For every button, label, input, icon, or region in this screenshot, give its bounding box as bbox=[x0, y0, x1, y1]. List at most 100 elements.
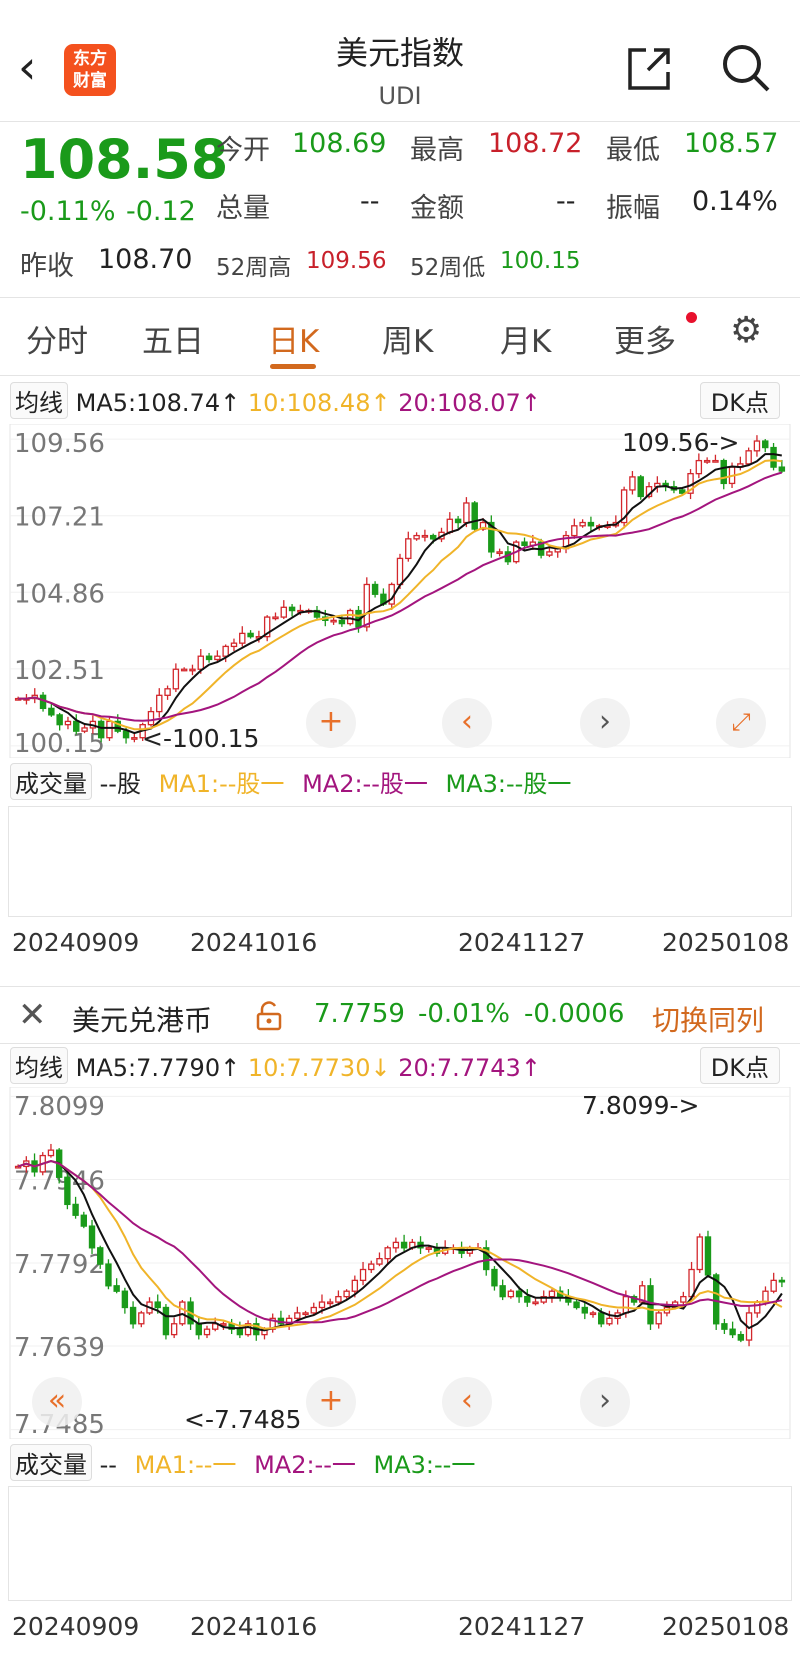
candle-body bbox=[131, 737, 138, 740]
candle-body bbox=[471, 502, 478, 530]
tab-daily-k[interactable]: 日K bbox=[268, 324, 320, 360]
volume-select[interactable]: 成交量 bbox=[10, 763, 92, 800]
volume-select[interactable]: 成交量 bbox=[10, 1444, 92, 1481]
candle-body bbox=[113, 1285, 120, 1292]
w52-low-value: 100.15 bbox=[500, 248, 581, 274]
y-tick-label: 7.7639 bbox=[14, 1333, 105, 1363]
min-annotation: <-100.15 bbox=[142, 724, 260, 753]
last-price: 108.58 bbox=[20, 128, 229, 191]
scroll-right-button[interactable]: › bbox=[580, 698, 630, 748]
compare-title: 美元兑港币 bbox=[72, 1004, 213, 1037]
high-value: 108.72 bbox=[488, 128, 583, 159]
candle-body bbox=[220, 1323, 227, 1326]
ma10-value: 10:108.48↑ bbox=[247, 389, 391, 417]
ma-legend-1: 均线 MA5:108.74↑ 10:108.48↑ 20:108.07↑ DK点 bbox=[10, 382, 790, 420]
candle-body bbox=[14, 1165, 22, 1169]
w52-low-label: 52周低 bbox=[410, 255, 486, 281]
amplitude-label: 振幅 bbox=[606, 193, 660, 224]
candle-body bbox=[302, 1312, 309, 1316]
candle-body bbox=[88, 1225, 96, 1249]
fullscreen-button[interactable]: ⤢ bbox=[716, 698, 766, 748]
candle-body bbox=[515, 1290, 523, 1298]
candle-body bbox=[587, 521, 595, 527]
tab-intraday[interactable]: 分时 bbox=[26, 324, 88, 360]
chart1-overlay: 109.56-> <-100.15 + ‹ › ⤢ bbox=[0, 424, 800, 758]
dk-button[interactable]: DK点 bbox=[699, 382, 780, 419]
volume-value: --股 bbox=[99, 770, 141, 798]
candle-body bbox=[203, 1328, 211, 1336]
ma-select[interactable]: 均线 bbox=[10, 1047, 68, 1084]
y-tick-label: 104.86 bbox=[14, 579, 105, 609]
date-label: 20241127 bbox=[458, 1612, 586, 1641]
kline-chart-usd-index[interactable]: 109.56 107.21 104.86 102.51 100.15 bbox=[0, 424, 800, 758]
tab-monthly-k[interactable]: 月K bbox=[500, 324, 552, 360]
tab-weekly-k[interactable]: 周K bbox=[382, 324, 434, 360]
share-icon[interactable] bbox=[626, 46, 672, 92]
candle-body bbox=[581, 1306, 588, 1314]
scroll-left-button[interactable]: ‹ bbox=[442, 1377, 492, 1427]
candle-body bbox=[589, 1312, 597, 1316]
candle-body bbox=[154, 1301, 161, 1309]
period-tabs: 分时 五日 日K 周K 月K 更多 ⚙ bbox=[0, 298, 800, 376]
candle-body bbox=[737, 1333, 745, 1341]
scroll-left-button[interactable]: ‹ bbox=[442, 698, 492, 748]
gear-icon[interactable]: ⚙ bbox=[730, 310, 763, 351]
search-icon[interactable] bbox=[720, 42, 772, 94]
close-icon[interactable]: ✕ bbox=[18, 995, 47, 1035]
vol-ma2: MA2:--一 bbox=[254, 1451, 356, 1479]
candle-body bbox=[180, 668, 188, 672]
candle-body bbox=[521, 541, 528, 547]
volume-value: -- bbox=[99, 1451, 117, 1479]
candle-body bbox=[703, 459, 711, 463]
dk-button[interactable]: DK点 bbox=[699, 1047, 780, 1084]
switch-button[interactable]: 切换同列 bbox=[652, 1004, 765, 1037]
y-tick-label: 100.15 bbox=[14, 729, 105, 758]
date-label: 20241127 bbox=[458, 928, 586, 957]
candle-body bbox=[454, 518, 462, 524]
open-value: 108.69 bbox=[292, 128, 387, 159]
candle-body bbox=[236, 1328, 244, 1336]
scroll-start-button[interactable]: « bbox=[32, 1377, 82, 1427]
min-annotation: <-7.7485 bbox=[184, 1405, 302, 1434]
candle-body bbox=[413, 534, 420, 540]
candle-body bbox=[162, 1306, 170, 1336]
candle-body bbox=[156, 694, 163, 713]
candle-body bbox=[429, 534, 437, 540]
vol-ma1: MA1:--股一 bbox=[158, 770, 285, 798]
candle-body bbox=[48, 707, 55, 716]
candle-body bbox=[548, 1290, 556, 1298]
compare-change: -0.0006 bbox=[524, 999, 625, 1029]
vol-ma3: MA3:--一 bbox=[373, 1451, 476, 1479]
candle-body bbox=[97, 720, 105, 739]
back-icon[interactable]: ‹ bbox=[18, 40, 37, 94]
candle-body bbox=[179, 1301, 186, 1325]
unlock-icon[interactable] bbox=[256, 1001, 282, 1031]
ma-legend-2: 均线 MA5:7.7790↑ 10:7.7730↓ 20:7.7743↑ DK点 bbox=[10, 1047, 790, 1085]
candle-body bbox=[745, 450, 752, 465]
tab-more[interactable]: 更多 bbox=[614, 324, 676, 360]
candle-body bbox=[338, 619, 346, 625]
zoom-in-button[interactable]: + bbox=[306, 698, 356, 748]
candle-body bbox=[620, 489, 628, 524]
candle-body bbox=[579, 521, 586, 527]
y-tick-label: 107.21 bbox=[14, 503, 105, 533]
candle-body bbox=[129, 1306, 137, 1325]
date-axis-2: 20240909 20241016 20241127 20250108 bbox=[0, 1606, 800, 1648]
candle-body bbox=[384, 1247, 391, 1260]
candle-body bbox=[479, 521, 487, 530]
candle-body bbox=[172, 668, 180, 690]
tab-five-day[interactable]: 五日 bbox=[142, 324, 204, 360]
candle-body bbox=[696, 1236, 703, 1271]
candle-body bbox=[770, 1279, 777, 1292]
max-annotation: 109.56-> bbox=[622, 428, 740, 457]
prev-close-label: 昨收 bbox=[20, 251, 74, 282]
candle-body bbox=[346, 609, 354, 625]
zoom-in-button[interactable]: + bbox=[306, 1377, 356, 1427]
candle-body bbox=[392, 1241, 400, 1249]
candle-body bbox=[80, 1214, 88, 1227]
candle-body bbox=[230, 642, 238, 648]
scroll-right-button[interactable]: › bbox=[580, 1377, 630, 1427]
ma-select[interactable]: 均线 bbox=[10, 382, 68, 419]
volume-label: 总量 bbox=[216, 193, 270, 224]
